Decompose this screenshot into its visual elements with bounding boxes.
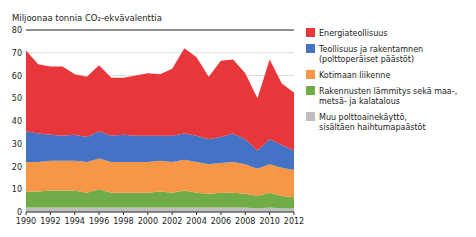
grid-line xyxy=(26,212,294,213)
x-tick-label: 2010 xyxy=(259,217,279,226)
y-tick-label: 40 xyxy=(12,117,22,126)
x-tick xyxy=(172,212,173,215)
legend-label: Muu polttoainekäyttö,sisältäen haihtumap… xyxy=(319,113,426,132)
y-tick-label: 10 xyxy=(12,185,22,194)
x-tick-label: 2008 xyxy=(235,217,255,226)
areas xyxy=(26,48,294,212)
legend-swatch xyxy=(306,112,315,121)
y-tick-label: 30 xyxy=(12,140,22,149)
grid-line xyxy=(26,52,294,53)
x-tick-label: 1992 xyxy=(40,217,60,226)
x-tick xyxy=(50,212,51,215)
legend-swatch xyxy=(306,70,315,79)
legend-swatch xyxy=(306,86,315,95)
area xyxy=(26,48,294,150)
grid xyxy=(26,30,294,212)
legend-swatch xyxy=(306,44,315,53)
legend-swatch xyxy=(306,28,315,37)
x-tick-label: 1994 xyxy=(65,217,85,226)
legend-label: Energiateollisuus xyxy=(319,29,388,38)
y-tick-label: 0 xyxy=(17,208,22,217)
y-tick-label: 60 xyxy=(12,72,22,81)
x-tick xyxy=(74,212,75,215)
legend-label: Rakennusten lämmitys sekä maa-,metsä- ja… xyxy=(319,87,457,106)
x-tick xyxy=(147,212,148,215)
x-tick xyxy=(245,212,246,215)
legend-label-line: (polttoperäiset päästöt) xyxy=(319,55,414,64)
x-tick-label: 2004 xyxy=(186,217,206,226)
x-tick xyxy=(99,212,100,215)
y-tick-label: 80 xyxy=(12,26,22,35)
x-tick xyxy=(220,212,221,215)
y-tick-label: 20 xyxy=(12,163,22,172)
legend-label-line: sisältäen haihtumapaästöt xyxy=(319,123,426,132)
x-tick-label: 2006 xyxy=(211,217,231,226)
x-tick-label: 1998 xyxy=(113,217,133,226)
x-tick-label: 1996 xyxy=(89,217,109,226)
x-tick-label: 1990 xyxy=(16,217,36,226)
y-tick-label: 70 xyxy=(12,49,22,58)
y-axis-label: Miljoonaa tonnia CO₂-ekvävalenttia xyxy=(12,13,162,23)
x-tick xyxy=(269,212,270,215)
x-axis-line xyxy=(26,212,294,213)
x-tick-label: 2000 xyxy=(138,217,158,226)
legend-label-line: Teollisuus ja rakentamnen xyxy=(318,45,423,54)
legend-label: Teollisuus ja rakentamnen(polttoperäiset… xyxy=(318,45,423,64)
legend-label-line: Muu polttoainekäyttö, xyxy=(319,113,407,122)
legend-label: Kotimaan liikenne xyxy=(319,71,390,80)
y-tick-label: 50 xyxy=(12,94,22,103)
legend-label-line: Energiateollisuus xyxy=(319,29,388,38)
chart: 1990199219941996199820002002200420062008… xyxy=(0,0,476,237)
top-frame-line xyxy=(26,30,294,31)
legend: Energiateollisuus Teollisuus ja rakentamn… xyxy=(306,28,457,132)
x-tick-label: 2002 xyxy=(162,217,182,226)
legend-label-line: Rakennusten lämmitys sekä maa-, xyxy=(319,87,457,96)
x-tick xyxy=(123,212,124,215)
legend-label-line: metsä- ja kalatalous xyxy=(319,97,400,106)
x-tick xyxy=(294,212,295,215)
legend-label-line: Kotimaan liikenne xyxy=(319,71,390,80)
grid-line xyxy=(26,30,294,31)
x-tick xyxy=(26,212,27,215)
x-tick-label: 2012 xyxy=(284,217,304,226)
x-tick xyxy=(196,212,197,215)
